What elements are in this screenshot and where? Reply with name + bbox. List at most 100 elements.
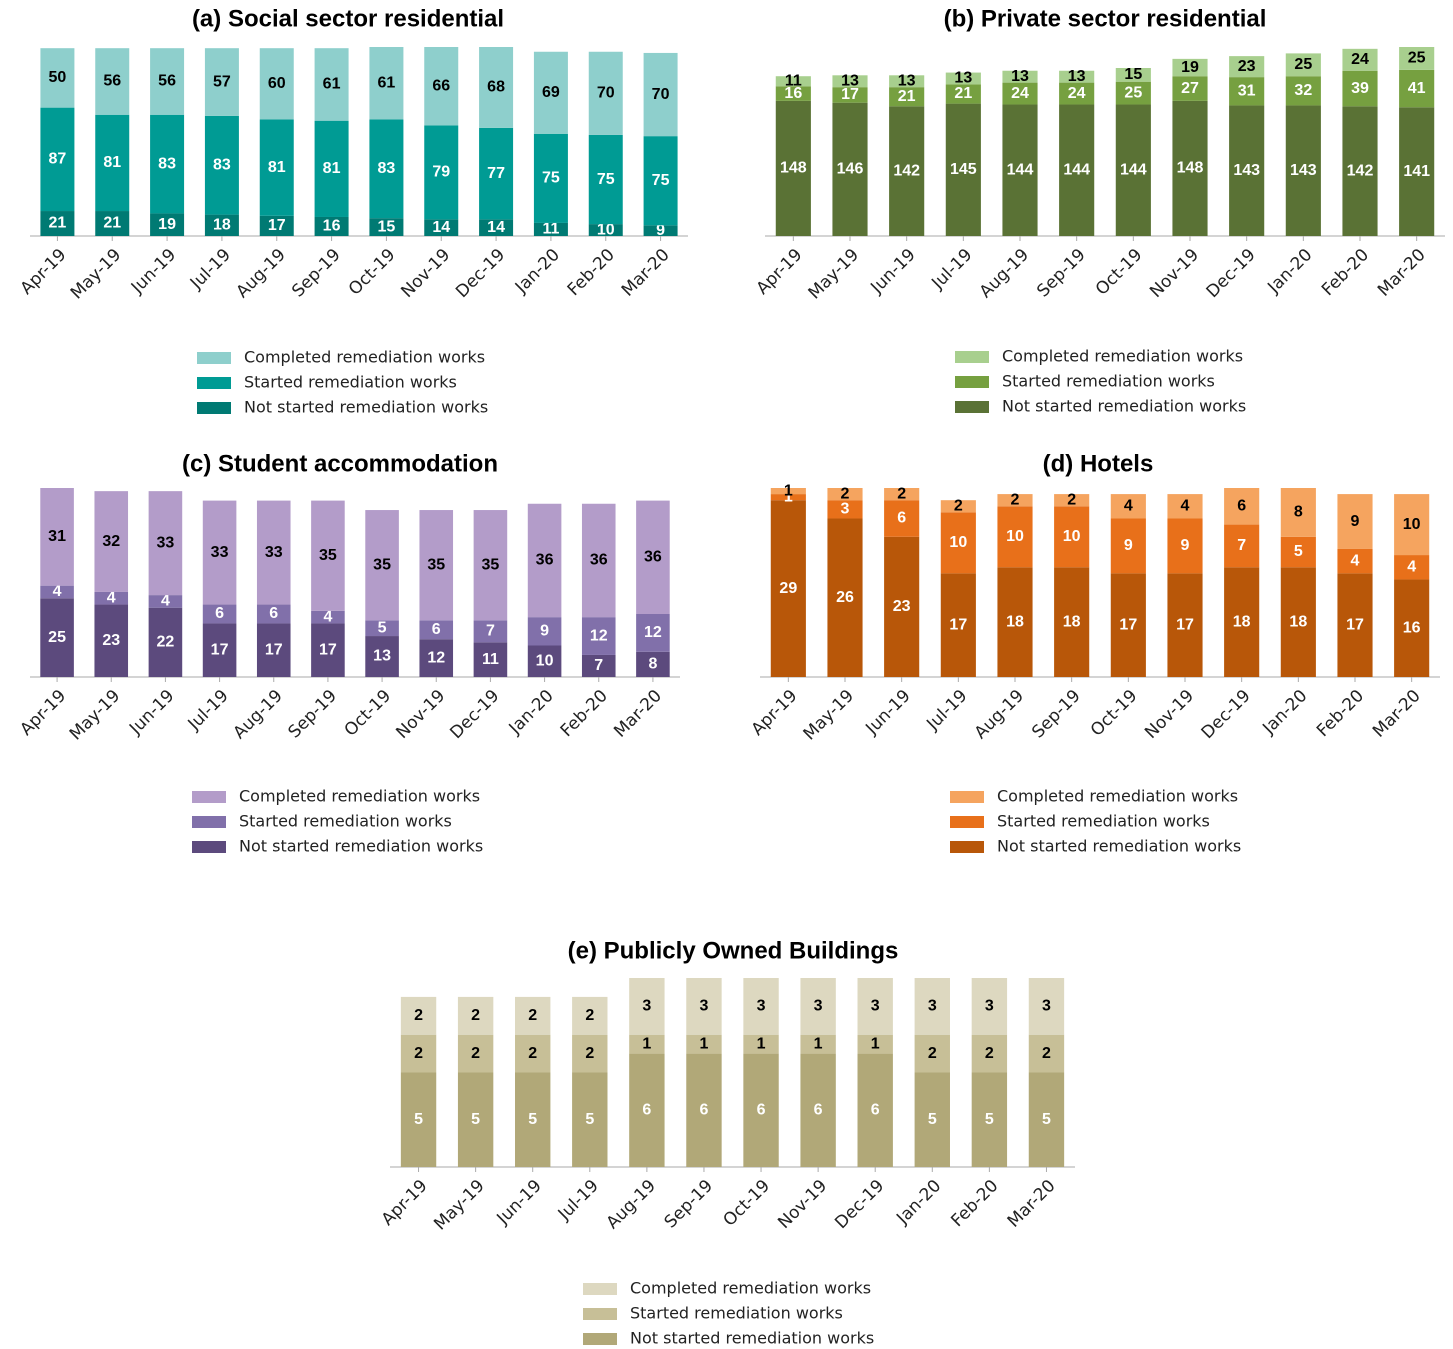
bar-segment xyxy=(314,48,349,121)
bar-segment xyxy=(581,617,616,655)
data-label: 142 xyxy=(893,162,920,179)
data-label: 12 xyxy=(590,627,608,644)
x-tick-label: Apr-19 xyxy=(17,245,71,299)
bar-segment xyxy=(148,595,183,608)
data-label: 13 xyxy=(841,72,859,89)
bar-segment xyxy=(1172,58,1208,77)
x-tick-label: Apr-19 xyxy=(378,1176,432,1230)
legend-label: Completed remediation works xyxy=(1002,347,1243,366)
data-label: 83 xyxy=(378,160,396,177)
bar-segment xyxy=(857,1053,893,1167)
bar-segment xyxy=(832,75,868,88)
bar-segment xyxy=(533,51,568,134)
bar-segment xyxy=(515,1072,551,1167)
bar-segment xyxy=(572,1034,608,1073)
x-tick-label: Feb-20 xyxy=(947,1176,1002,1231)
data-label: 4 xyxy=(53,583,62,600)
x-tick-label: Mar-20 xyxy=(1374,245,1430,301)
data-label: 81 xyxy=(103,154,121,171)
legend-swatch xyxy=(950,791,984,803)
data-label: 21 xyxy=(898,88,916,105)
data-label: 10 xyxy=(1063,528,1081,545)
data-label: 9 xyxy=(1124,537,1133,554)
bar-segment xyxy=(743,1053,779,1167)
bar-segment xyxy=(889,106,925,236)
legend-swatch xyxy=(197,352,231,364)
x-tick-label: Dec-19 xyxy=(1203,245,1260,302)
data-label: 61 xyxy=(323,76,341,93)
data-label: 13 xyxy=(954,70,972,87)
data-label: 3 xyxy=(700,998,709,1015)
bar-segment xyxy=(424,219,459,236)
data-label: 17 xyxy=(211,641,229,658)
bar-segment xyxy=(365,620,399,637)
bar-segment xyxy=(1028,1034,1065,1073)
x-tick-label: Jan-20 xyxy=(1263,245,1316,298)
data-label: 24 xyxy=(1011,85,1029,102)
data-label: 56 xyxy=(158,73,176,90)
data-label: 25 xyxy=(1294,56,1312,73)
bar-segment xyxy=(572,1072,608,1167)
data-label: 1 xyxy=(784,488,793,505)
bar-segment xyxy=(94,604,129,677)
x-tick-label: Jun-19 xyxy=(127,245,180,298)
chart-title: (b) Private sector residential xyxy=(944,5,1267,32)
data-label: 3 xyxy=(985,998,994,1015)
bar-segment xyxy=(743,1034,779,1054)
bar-segment xyxy=(643,225,678,236)
bar-segment xyxy=(1115,68,1151,82)
bar-segment xyxy=(1110,518,1146,574)
bar-segment xyxy=(256,623,291,677)
bar-segment xyxy=(629,978,665,1035)
bar-segment xyxy=(743,978,779,1035)
data-label: 27 xyxy=(1181,80,1199,97)
data-label: 18 xyxy=(1289,613,1307,630)
bar-segment xyxy=(515,1034,551,1073)
data-label: 33 xyxy=(265,544,283,561)
data-label: 57 xyxy=(213,73,231,90)
x-tick-label: Jul-19 xyxy=(922,686,971,735)
x-tick-label: Jan-20 xyxy=(505,686,558,739)
data-label: 3 xyxy=(757,998,766,1015)
data-label: 5 xyxy=(471,1111,480,1128)
bar-segment xyxy=(40,211,75,236)
bar-segment xyxy=(686,1034,722,1054)
data-label: 143 xyxy=(1233,162,1260,179)
bar-segment xyxy=(636,614,670,652)
bar-segment xyxy=(1394,555,1430,580)
data-label: 2 xyxy=(585,1045,594,1062)
legend-label: Completed remediation works xyxy=(239,787,480,806)
bar-segment xyxy=(1224,567,1260,677)
data-label: 26 xyxy=(836,589,854,606)
bar-segment xyxy=(827,488,863,501)
x-tick-label: May-19 xyxy=(67,245,125,303)
data-label: 13 xyxy=(373,648,391,665)
data-label: 5 xyxy=(585,1111,594,1128)
data-label: 4 xyxy=(1124,498,1133,515)
data-label: 19 xyxy=(1181,59,1199,76)
data-label: 141 xyxy=(1403,163,1430,180)
data-label: 4 xyxy=(161,593,170,610)
bar-segment xyxy=(419,620,454,640)
bar-segment xyxy=(204,214,239,236)
x-tick-label: May-19 xyxy=(805,245,863,303)
data-label: 3 xyxy=(814,998,823,1015)
data-label: 75 xyxy=(652,172,670,189)
bar-segment xyxy=(643,52,678,137)
data-label: 10 xyxy=(949,534,967,551)
data-label: 2 xyxy=(528,1007,537,1024)
bar-segment xyxy=(1285,53,1321,77)
data-label: 1 xyxy=(757,1035,766,1052)
bar-segment xyxy=(1399,107,1435,237)
data-label: 70 xyxy=(597,85,615,102)
data-label: 142 xyxy=(1347,162,1374,179)
bar-segment xyxy=(424,125,459,220)
data-label: 2 xyxy=(928,1045,937,1062)
bar-segment xyxy=(1399,47,1435,70)
data-label: 24 xyxy=(1068,85,1086,102)
data-label: 6 xyxy=(897,510,906,527)
data-label: 144 xyxy=(1007,161,1034,178)
bar-segment xyxy=(1172,100,1208,236)
data-label: 75 xyxy=(542,170,560,187)
